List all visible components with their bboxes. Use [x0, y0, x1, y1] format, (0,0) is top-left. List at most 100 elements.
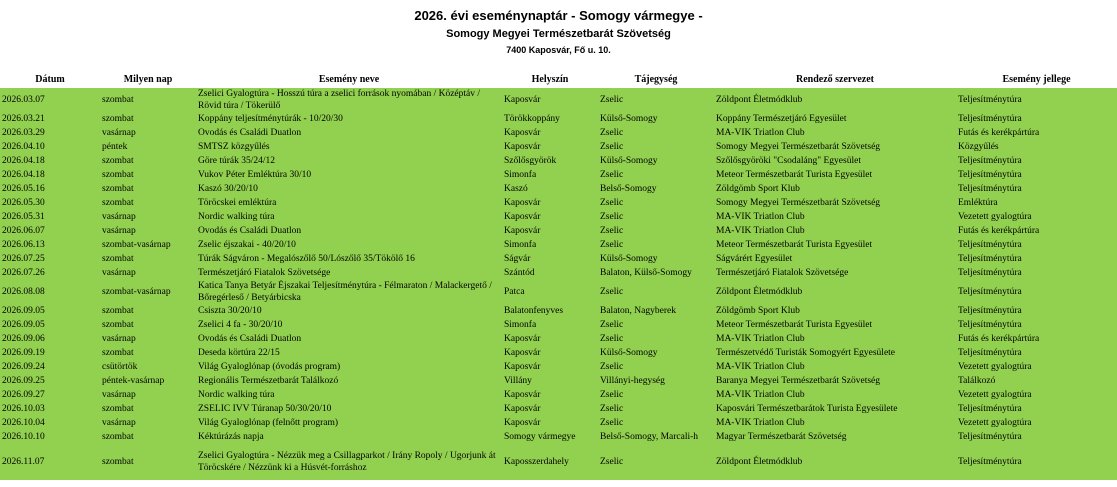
cell-place: Kaposvár: [502, 224, 598, 238]
cell-region: Zselic: [598, 280, 714, 304]
cell-organizer: Kaposvári Természetbarátok Turista Egyes…: [714, 402, 956, 416]
cell-date: 2026.04.18: [0, 154, 100, 168]
cell-organizer: Meteor Természetbarát Turista Egyesület: [714, 318, 956, 332]
cell-organizer: Zöldgömb Sport Klub: [714, 182, 956, 196]
cell-date: 2026.09.24: [0, 360, 100, 374]
cell-organizer: MA-VIK Triatlon Club: [714, 360, 956, 374]
table-row: 2026.09.24 csütörtök Világ Gyaloglónap (óv…: [0, 360, 1117, 374]
table-row: 2026.04.18 szombat Vukov Péter Emléktúra 3…: [0, 168, 1117, 182]
cell-event-type: Teljesítménytúra: [956, 346, 1117, 360]
cell-organizer: Magyar Természetbarát Szövetség: [714, 430, 956, 444]
table-row: 2026.04.18 szombat Göre túrák 35/24/12 Szől…: [0, 154, 1117, 168]
table-row: 2026.03.29 vasárnap Ovodás és Családi Duat…: [0, 126, 1117, 140]
cell-event-name: Kaszó 30/20/10: [196, 182, 502, 196]
cell-place: Kaposvár: [502, 332, 598, 346]
table-row: 2026.11.07 szombat Zselici Gyalogtúra - Né…: [0, 444, 1117, 480]
cell-date: 2026.07.26: [0, 266, 100, 280]
events-table: Dátum Milyen nap Esemény neve Helyszín T…: [0, 70, 1117, 480]
table-row: 2026.10.03 szombat ZSELIC IVV Túranap 50/3…: [0, 402, 1117, 416]
table-row: 2026.09.27 vasárnap Nordic walking túra Kap…: [0, 388, 1117, 402]
cell-organizer: MA-VIK Triatlon Club: [714, 210, 956, 224]
cell-date: 2026.05.16: [0, 182, 100, 196]
table-row: 2026.09.25 péntek-vasárnap Regionális Term…: [0, 374, 1117, 388]
cell-date: 2026.03.21: [0, 112, 100, 126]
cell-event-name: Nordic walking túra: [196, 210, 502, 224]
col-header-place: Helyszín: [502, 70, 598, 88]
cell-region: Zselic: [598, 388, 714, 402]
table-row: 2026.07.25 szombat Túrák Ságváron - Megaló…: [0, 252, 1117, 266]
cell-event-type: Teljesítménytúra: [956, 88, 1117, 112]
cell-event-name: Zselici 4 fa - 30/20/10: [196, 318, 502, 332]
cell-organizer: Meteor Természetbarát Turista Egyesület: [714, 168, 956, 182]
cell-place: Kaposvár: [502, 140, 598, 154]
table-row: 2026.05.31 vasárnap Nordic walking túra Kap…: [0, 210, 1117, 224]
cell-event-name: Katica Tanya Betyár Éjszakai Teljesítmén…: [196, 280, 502, 304]
table-row: 2026.05.16 szombat Kaszó 30/20/10 Kaszó Bels…: [0, 182, 1117, 196]
table-row: 2026.09.05 szombat Zselici 4 fa - 30/20/10…: [0, 318, 1117, 332]
cell-day: szombat: [100, 304, 196, 318]
cell-date: 2026.04.18: [0, 168, 100, 182]
cell-place: Kaszó: [502, 182, 598, 196]
table-row: 2026.06.13 szombat-vasárnap Zselic éjszaka…: [0, 238, 1117, 252]
table-header-row: Dátum Milyen nap Esemény neve Helyszín T…: [0, 70, 1117, 88]
col-header-event-type: Esemény jellege: [956, 70, 1117, 88]
cell-event-type: Teljesítménytúra: [956, 402, 1117, 416]
cell-region: Zselic: [598, 402, 714, 416]
cell-day: vasárnap: [100, 332, 196, 346]
col-header-day: Milyen nap: [100, 70, 196, 88]
cell-organizer: Természetjáró Fiatalok Szövetsége: [714, 266, 956, 280]
cell-organizer: MA-VIK Triatlon Club: [714, 388, 956, 402]
cell-place: Simonfa: [502, 168, 598, 182]
cell-region: Zselic: [598, 238, 714, 252]
cell-date: 2026.03.07: [0, 88, 100, 112]
cell-place: Kaposvár: [502, 126, 598, 140]
cell-event-type: Futás és kerékpártúra: [956, 126, 1117, 140]
cell-day: szombat-vasárnap: [100, 280, 196, 304]
table-row: 2026.10.10 szombat Kéktúrázás napja Somogy …: [0, 430, 1117, 444]
cell-region: Zselic: [598, 196, 714, 210]
cell-event-name: Csiszta 30/20/10: [196, 304, 502, 318]
cell-region: Zselic: [598, 416, 714, 430]
cell-region: Zselic: [598, 444, 714, 480]
col-header-region: Tájegység: [598, 70, 714, 88]
cell-date: 2026.09.05: [0, 304, 100, 318]
cell-organizer: Természetvédő Turisták Somogyért Egyesül…: [714, 346, 956, 360]
cell-region: Belső-Somogy, Marcali-h: [598, 430, 714, 444]
cell-event-type: Teljesítménytúra: [956, 430, 1117, 444]
cell-date: 2026.08.08: [0, 280, 100, 304]
cell-date: 2026.06.07: [0, 224, 100, 238]
cell-event-type: Teljesítménytúra: [956, 154, 1117, 168]
cell-organizer: Meteor Természetbarát Turista Egyesület: [714, 238, 956, 252]
cell-event-type: Futás és kerékpártúra: [956, 224, 1117, 238]
cell-day: szombat: [100, 346, 196, 360]
address: 7400 Kaposvár, Fő u. 10.: [506, 45, 611, 55]
cell-organizer: Zöldpont Életmódklub: [714, 88, 956, 112]
cell-region: Külső-Somogy: [598, 154, 714, 168]
cell-place: Kaposszerdahely: [502, 444, 598, 480]
cell-organizer: MA-VIK Triatlon Club: [714, 416, 956, 430]
cell-event-type: Vezetett gyalogtúra: [956, 416, 1117, 430]
cell-place: Ságvár: [502, 252, 598, 266]
cell-place: Simonfa: [502, 238, 598, 252]
cell-day: péntek: [100, 140, 196, 154]
cell-organizer: Somogy Megyei Természetbarát Szövetség: [714, 196, 956, 210]
cell-place: Patca: [502, 280, 598, 304]
table-row: 2026.03.07 szombat Zselici Gyalogtúra - Ho…: [0, 88, 1117, 112]
cell-event-name: Zselici Gyalogtúra - Hosszú túra a zseli…: [196, 88, 502, 112]
cell-event-type: Teljesítménytúra: [956, 280, 1117, 304]
cell-region: Zselic: [598, 224, 714, 238]
col-header-organizer: Rendező szervezet: [714, 70, 956, 88]
cell-date: 2026.09.25: [0, 374, 100, 388]
table-row: 2026.10.04 vasárnap Világ Gyaloglónap (fel…: [0, 416, 1117, 430]
cell-day: szombat: [100, 88, 196, 112]
cell-event-name: SMTSZ közgyűlés: [196, 140, 502, 154]
cell-day: szombat: [100, 168, 196, 182]
cell-event-name: Göre túrák 35/24/12: [196, 154, 502, 168]
cell-place: Somogy vármegye: [502, 430, 598, 444]
cell-event-type: Teljesítménytúra: [956, 266, 1117, 280]
cell-day: szombat: [100, 402, 196, 416]
cell-region: Külső-Somogy: [598, 346, 714, 360]
cell-event-name: Ovodás és Családi Duatlon: [196, 332, 502, 346]
cell-place: Villány: [502, 374, 598, 388]
cell-region: Külső-Somogy: [598, 252, 714, 266]
